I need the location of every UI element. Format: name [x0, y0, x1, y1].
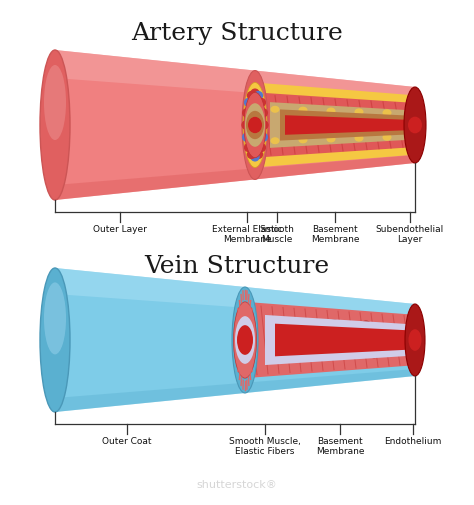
- Ellipse shape: [237, 325, 253, 355]
- Polygon shape: [55, 268, 415, 320]
- Circle shape: [251, 153, 259, 161]
- Polygon shape: [285, 115, 415, 135]
- Circle shape: [257, 98, 265, 107]
- Polygon shape: [255, 92, 415, 158]
- Ellipse shape: [305, 352, 315, 361]
- Circle shape: [260, 121, 268, 129]
- Ellipse shape: [405, 304, 425, 376]
- Ellipse shape: [409, 329, 421, 351]
- Polygon shape: [265, 315, 415, 365]
- Ellipse shape: [234, 302, 256, 378]
- Ellipse shape: [383, 134, 392, 141]
- Polygon shape: [55, 50, 415, 105]
- Ellipse shape: [265, 317, 275, 325]
- Circle shape: [245, 143, 253, 152]
- Text: Smooth Muscle,
Elastic Fibers: Smooth Muscle, Elastic Fibers: [229, 437, 301, 457]
- Ellipse shape: [235, 316, 255, 364]
- Circle shape: [247, 91, 255, 99]
- Polygon shape: [55, 50, 415, 200]
- Ellipse shape: [273, 354, 283, 362]
- Ellipse shape: [408, 117, 422, 133]
- Ellipse shape: [355, 109, 364, 115]
- Polygon shape: [55, 155, 415, 200]
- Circle shape: [255, 91, 263, 99]
- Ellipse shape: [244, 92, 266, 158]
- Ellipse shape: [243, 82, 267, 168]
- Ellipse shape: [271, 106, 280, 113]
- Ellipse shape: [245, 103, 265, 147]
- Circle shape: [259, 133, 267, 141]
- Text: Basement
Membrane: Basement Membrane: [316, 437, 364, 457]
- Ellipse shape: [383, 109, 392, 116]
- Circle shape: [259, 109, 267, 117]
- Ellipse shape: [369, 350, 379, 359]
- Ellipse shape: [232, 287, 258, 393]
- Polygon shape: [245, 302, 415, 378]
- Circle shape: [243, 109, 251, 117]
- Ellipse shape: [44, 282, 66, 355]
- Ellipse shape: [361, 321, 371, 328]
- Ellipse shape: [248, 117, 262, 133]
- Polygon shape: [280, 110, 415, 140]
- Text: Endothelium: Endothelium: [384, 437, 442, 446]
- Circle shape: [251, 89, 259, 97]
- Text: Basement
Membrane: Basement Membrane: [311, 225, 359, 244]
- Circle shape: [255, 150, 263, 159]
- Ellipse shape: [327, 108, 336, 115]
- Ellipse shape: [242, 71, 268, 179]
- Polygon shape: [55, 268, 415, 412]
- Polygon shape: [270, 102, 415, 148]
- Circle shape: [243, 133, 251, 141]
- Circle shape: [247, 150, 255, 159]
- Circle shape: [257, 143, 265, 152]
- Circle shape: [245, 98, 253, 107]
- Text: External Elastic
Membrane: External Elastic Membrane: [212, 225, 282, 244]
- Ellipse shape: [355, 135, 364, 141]
- Ellipse shape: [246, 111, 264, 139]
- Polygon shape: [255, 82, 415, 168]
- Ellipse shape: [40, 50, 70, 200]
- Text: Outer Coat: Outer Coat: [102, 437, 152, 446]
- Text: Outer Layer: Outer Layer: [93, 225, 147, 234]
- Ellipse shape: [327, 135, 336, 142]
- Ellipse shape: [404, 87, 426, 163]
- Ellipse shape: [297, 318, 307, 326]
- Ellipse shape: [299, 136, 308, 143]
- Ellipse shape: [271, 137, 280, 144]
- Text: Smooth
Muscle: Smooth Muscle: [260, 225, 294, 244]
- Ellipse shape: [44, 65, 66, 140]
- Text: Subendothelial
Layer: Subendothelial Layer: [376, 225, 444, 244]
- Text: shutterstock®: shutterstock®: [197, 480, 277, 490]
- Ellipse shape: [40, 268, 70, 412]
- Circle shape: [242, 121, 250, 129]
- Ellipse shape: [329, 319, 339, 327]
- Ellipse shape: [337, 351, 347, 360]
- Polygon shape: [275, 324, 415, 357]
- Text: Vein Structure: Vein Structure: [145, 255, 329, 278]
- Text: Artery Structure: Artery Structure: [131, 22, 343, 45]
- Polygon shape: [55, 369, 415, 412]
- Ellipse shape: [299, 107, 308, 114]
